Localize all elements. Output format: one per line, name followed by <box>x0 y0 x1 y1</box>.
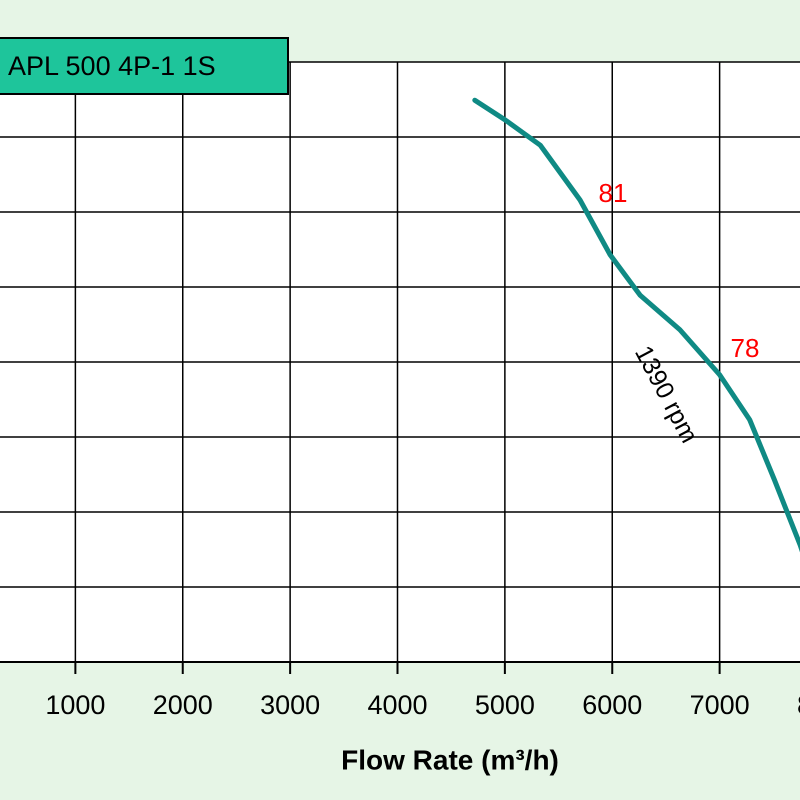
title-box <box>0 37 289 95</box>
annotation: 78 <box>731 333 760 363</box>
x-tick-label: 5000 <box>475 690 535 720</box>
x-tick-label: 2000 <box>153 690 213 720</box>
annotation: 81 <box>599 178 628 208</box>
grid <box>0 61 800 663</box>
x-tick-label: 1000 <box>45 690 105 720</box>
x-axis-label: Flow Rate (m³/h) <box>341 744 559 775</box>
chart-title: APL 500 4P-1 1S <box>8 51 216 81</box>
x-tick-label: 6000 <box>582 690 642 720</box>
x-tick-label: 3000 <box>260 690 320 720</box>
x-tick-label: 8000 <box>797 690 800 720</box>
x-tick-label: 4000 <box>367 690 427 720</box>
x-tick-label: 7000 <box>690 690 750 720</box>
curve <box>472 97 800 553</box>
